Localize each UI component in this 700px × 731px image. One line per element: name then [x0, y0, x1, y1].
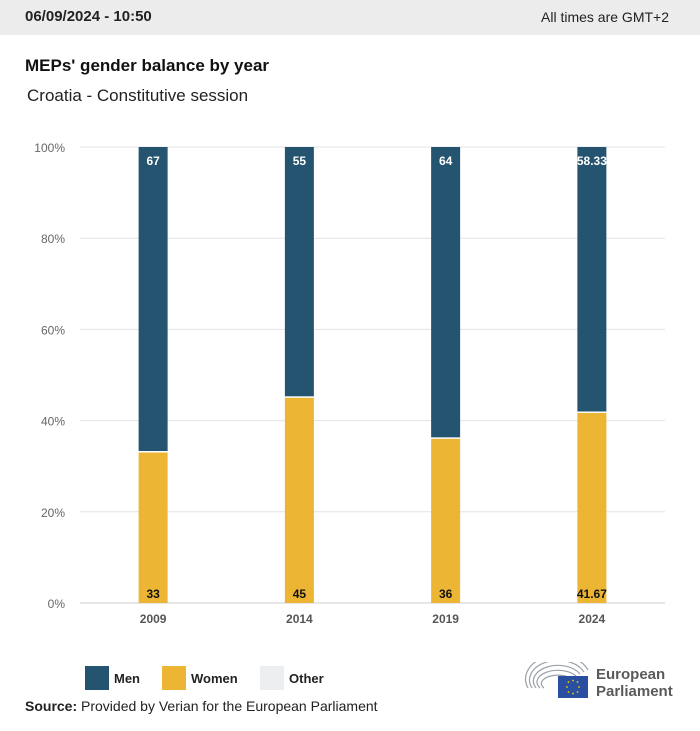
timezone-note: All times are GMT+2 — [541, 9, 669, 25]
european-parliament-logo: European Parliament — [524, 662, 684, 702]
logo-text-line1: European — [596, 666, 666, 683]
data-label-men: 67 — [146, 154, 160, 168]
data-label-men: 55 — [293, 154, 307, 168]
data-label-men: 58.33 — [577, 154, 607, 168]
data-label-women: 45 — [293, 587, 307, 601]
legend-swatch-men — [85, 666, 109, 690]
source-text: Provided by Verian for the European Parl… — [81, 698, 378, 714]
data-label-women: 36 — [439, 587, 453, 601]
legend-label-other: Other — [289, 671, 324, 686]
y-tick-label: 60% — [41, 323, 65, 337]
logo-text-line2: Parliament — [596, 683, 673, 700]
x-tick-label: 2014 — [286, 612, 313, 626]
data-label-women: 33 — [146, 587, 160, 601]
chart-subtitle: Croatia - Constitutive session — [27, 86, 249, 105]
x-tick-label: 2009 — [140, 612, 167, 626]
bar-men — [577, 147, 607, 412]
bar-men — [138, 147, 168, 452]
y-tick-label: 0% — [48, 597, 66, 611]
logo-text: European Parliament — [596, 666, 673, 700]
top-bar: 06/09/2024 - 10:50 All times are GMT+2 — [0, 0, 700, 35]
bar-men — [284, 147, 314, 397]
y-tick-label: 40% — [41, 415, 65, 429]
source-label: Source: — [25, 698, 78, 714]
y-tick-label: 100% — [34, 141, 65, 155]
bar-men — [431, 147, 461, 438]
y-tick-label: 80% — [41, 232, 65, 246]
chart-title: MEPs' gender balance by year — [25, 56, 270, 75]
x-tick-label: 2019 — [432, 612, 459, 626]
legend-label-men: Men — [114, 671, 140, 686]
source-note: Source: Provided by Verian for the Europ… — [25, 698, 378, 714]
stacked-bar-chart: 0% 20% 40% 60% 80% 100% 33 67 2009 45 55 2014 36 64 20… — [34, 141, 665, 626]
legend-label-women: Women — [191, 671, 238, 686]
legend-swatch-other — [260, 666, 284, 690]
bar-women — [284, 397, 314, 603]
x-tick-label: 2024 — [579, 612, 606, 626]
hemicycle-eu-flag-icon — [525, 662, 589, 698]
legend-swatch-women — [162, 666, 186, 690]
data-label-men: 64 — [439, 154, 453, 168]
y-tick-label: 20% — [41, 506, 65, 520]
bar-women — [138, 452, 168, 603]
bar-women — [577, 412, 607, 603]
bar-women — [431, 438, 461, 603]
timestamp: 06/09/2024 - 10:50 — [25, 8, 152, 25]
data-label-women: 41.67 — [577, 587, 607, 601]
